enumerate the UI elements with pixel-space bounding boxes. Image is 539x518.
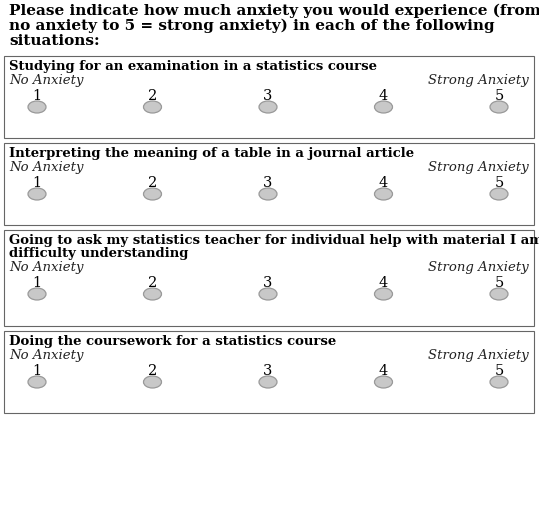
Text: 1: 1 bbox=[32, 176, 42, 190]
Ellipse shape bbox=[143, 288, 162, 300]
Text: 3: 3 bbox=[264, 364, 273, 378]
Ellipse shape bbox=[143, 101, 162, 113]
Text: No Anxiety: No Anxiety bbox=[9, 74, 84, 87]
Text: 4: 4 bbox=[379, 276, 388, 290]
Text: 5: 5 bbox=[494, 89, 503, 103]
Text: 2: 2 bbox=[148, 89, 157, 103]
Text: difficulty understanding: difficulty understanding bbox=[9, 247, 188, 260]
Ellipse shape bbox=[28, 288, 46, 300]
Text: 4: 4 bbox=[379, 364, 388, 378]
Text: Strong Anxiety: Strong Anxiety bbox=[429, 74, 529, 87]
Text: 2: 2 bbox=[148, 176, 157, 190]
Text: Please indicate how much anxiety you would experience (from 1 =: Please indicate how much anxiety you wou… bbox=[9, 4, 539, 19]
FancyBboxPatch shape bbox=[4, 331, 534, 413]
Text: Strong Anxiety: Strong Anxiety bbox=[429, 261, 529, 274]
Text: Doing the coursework for a statistics course: Doing the coursework for a statistics co… bbox=[9, 335, 336, 348]
Text: 1: 1 bbox=[32, 364, 42, 378]
Ellipse shape bbox=[259, 288, 277, 300]
Text: no anxiety to 5 = strong anxiety) in each of the following: no anxiety to 5 = strong anxiety) in eac… bbox=[9, 19, 495, 33]
Ellipse shape bbox=[143, 376, 162, 388]
Text: Interpreting the meaning of a table in a journal article: Interpreting the meaning of a table in a… bbox=[9, 147, 414, 160]
Text: 1: 1 bbox=[32, 276, 42, 290]
Text: No Anxiety: No Anxiety bbox=[9, 161, 84, 174]
FancyBboxPatch shape bbox=[4, 56, 534, 138]
Ellipse shape bbox=[143, 188, 162, 200]
Text: 1: 1 bbox=[32, 89, 42, 103]
Ellipse shape bbox=[375, 288, 392, 300]
FancyBboxPatch shape bbox=[4, 230, 534, 326]
Ellipse shape bbox=[28, 188, 46, 200]
Ellipse shape bbox=[490, 188, 508, 200]
Ellipse shape bbox=[259, 188, 277, 200]
Ellipse shape bbox=[259, 101, 277, 113]
Text: Strong Anxiety: Strong Anxiety bbox=[429, 161, 529, 174]
Ellipse shape bbox=[375, 376, 392, 388]
Ellipse shape bbox=[28, 376, 46, 388]
Text: situations:: situations: bbox=[9, 34, 100, 48]
Text: 3: 3 bbox=[264, 89, 273, 103]
Ellipse shape bbox=[490, 288, 508, 300]
Text: Strong Anxiety: Strong Anxiety bbox=[429, 349, 529, 362]
Ellipse shape bbox=[375, 101, 392, 113]
Text: 2: 2 bbox=[148, 276, 157, 290]
Text: No Anxiety: No Anxiety bbox=[9, 261, 84, 274]
Text: 5: 5 bbox=[494, 364, 503, 378]
Ellipse shape bbox=[375, 188, 392, 200]
Text: 5: 5 bbox=[494, 176, 503, 190]
Ellipse shape bbox=[259, 376, 277, 388]
Text: Studying for an examination in a statistics course: Studying for an examination in a statist… bbox=[9, 60, 377, 73]
Ellipse shape bbox=[28, 101, 46, 113]
Text: 5: 5 bbox=[494, 276, 503, 290]
Text: 3: 3 bbox=[264, 176, 273, 190]
FancyBboxPatch shape bbox=[4, 143, 534, 225]
Text: 2: 2 bbox=[148, 364, 157, 378]
Ellipse shape bbox=[490, 376, 508, 388]
Text: 3: 3 bbox=[264, 276, 273, 290]
Text: 4: 4 bbox=[379, 89, 388, 103]
Text: Going to ask my statistics teacher for individual help with material I am having: Going to ask my statistics teacher for i… bbox=[9, 234, 539, 247]
Text: 4: 4 bbox=[379, 176, 388, 190]
Ellipse shape bbox=[490, 101, 508, 113]
Text: No Anxiety: No Anxiety bbox=[9, 349, 84, 362]
